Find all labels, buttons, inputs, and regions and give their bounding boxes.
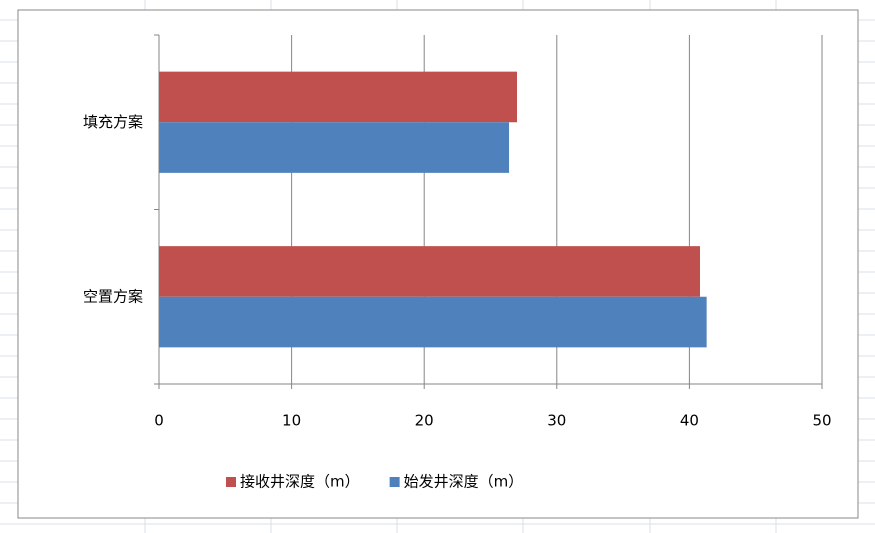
bar bbox=[159, 122, 510, 173]
y-tick-label: 空置方案 bbox=[83, 287, 143, 305]
x-tick-label: 50 bbox=[812, 412, 831, 430]
legend-swatch bbox=[226, 477, 236, 487]
x-tick-label: 10 bbox=[282, 412, 301, 430]
x-tick-label: 0 bbox=[154, 412, 164, 430]
bar bbox=[159, 71, 518, 123]
bar bbox=[159, 246, 701, 297]
legend-swatch bbox=[389, 477, 400, 487]
bar bbox=[159, 296, 707, 348]
legend-label: 接收井深度（m） bbox=[240, 473, 360, 491]
x-tick-label: 40 bbox=[680, 412, 699, 430]
x-tick-label: 20 bbox=[415, 412, 434, 430]
legend-label: 始发井深度（m） bbox=[404, 473, 524, 491]
x-tick-label: 30 bbox=[547, 412, 566, 430]
y-tick-label: 填充方案 bbox=[83, 113, 143, 131]
